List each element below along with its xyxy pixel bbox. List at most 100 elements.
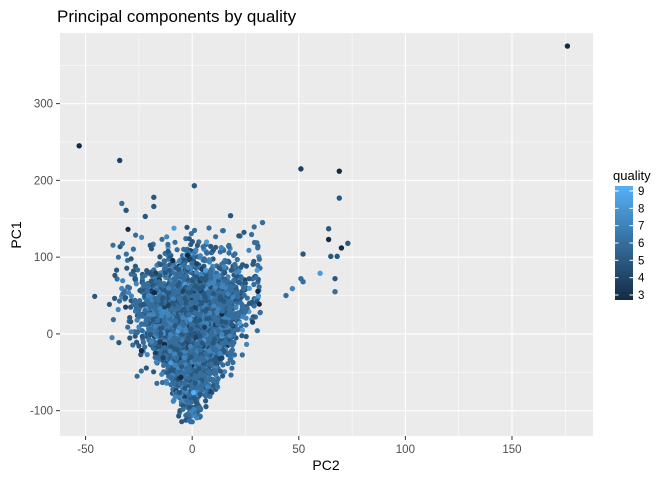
scatter-point [186, 311, 192, 318]
scatter-point [254, 240, 260, 246]
scatter-point [216, 273, 222, 279]
scatter-point [246, 247, 252, 253]
scatter-point [172, 323, 178, 329]
scatter-point [116, 157, 123, 164]
scatter-point [125, 226, 131, 232]
scatter-point [206, 348, 212, 354]
scatter-point [150, 311, 156, 318]
scatter-point [230, 359, 236, 366]
scatter-point [250, 319, 256, 325]
scatter-point [168, 382, 174, 388]
scatter-point [298, 166, 304, 172]
scatter-point [210, 247, 216, 253]
scatter-point [170, 307, 176, 313]
scatter-point [212, 336, 218, 342]
scatter-point [217, 356, 223, 362]
scatter-point [257, 309, 263, 315]
scatter-point [251, 258, 257, 265]
scatter-point [564, 43, 571, 49]
scatter-point [194, 400, 200, 406]
scatter-point [236, 233, 242, 239]
scatter-point [204, 320, 210, 327]
scatter-point [134, 373, 140, 379]
scatter-point [200, 284, 206, 290]
scatter-point [180, 406, 186, 412]
scatter-point [255, 288, 261, 294]
scatter-point [217, 368, 224, 374]
scatter-point [203, 298, 210, 304]
scatter-point [256, 256, 262, 262]
scatter-point [159, 379, 166, 386]
scatter-point [183, 328, 189, 334]
scatter-point [106, 301, 112, 307]
scatter-point [181, 380, 188, 386]
scatter-point [185, 264, 191, 270]
scatter-point [195, 294, 202, 300]
scatter-point [210, 291, 216, 297]
scatter-point [196, 366, 202, 372]
scatter-point [227, 333, 233, 339]
scatter-point [152, 350, 158, 356]
scatter-point [165, 295, 171, 301]
scatter-point [158, 310, 164, 316]
scatter-point [135, 267, 141, 273]
scatter-point [157, 325, 163, 331]
scatter-point [188, 326, 194, 332]
scatter-point [144, 299, 151, 305]
scatter-point [157, 254, 163, 260]
scatter-point [197, 391, 203, 397]
scatter-point [166, 285, 172, 291]
scatter-point [238, 275, 244, 281]
scatter-point [234, 256, 240, 263]
scatter-point [225, 299, 231, 305]
scatter-point [300, 279, 306, 285]
scatter-point [188, 307, 194, 313]
legend-tick-label: 8 [638, 203, 644, 215]
scatter-point [213, 234, 219, 240]
scatter-point [171, 225, 177, 231]
scatter-point [221, 264, 227, 270]
point-cluster [92, 224, 263, 425]
scatter-point [116, 298, 123, 304]
scatter-point [197, 347, 203, 353]
scatter-point [176, 305, 182, 311]
legend-tick-label: 7 [638, 221, 644, 233]
scatter-point [240, 306, 246, 312]
scatter-point [164, 380, 170, 386]
scatter-point [197, 317, 203, 323]
scatter-point [213, 346, 219, 353]
scatter-point [236, 279, 242, 286]
scatter-point [157, 273, 163, 279]
y-tick-label: 0 [47, 329, 53, 341]
scatter-point [180, 315, 186, 321]
scatter-point [76, 143, 82, 149]
scatter-point [115, 254, 121, 260]
scatter-point [219, 308, 225, 314]
scatter-point [172, 318, 178, 324]
scatter-point [208, 267, 214, 273]
scatter-point [198, 271, 204, 277]
scatter-point [201, 291, 207, 297]
scatter-point [169, 375, 175, 381]
scatter-point [283, 292, 289, 299]
scatter-point [163, 309, 169, 316]
scatter-point [194, 385, 200, 391]
legend-tick-label: 5 [638, 255, 644, 267]
scatter-point [174, 247, 180, 253]
scatter-point [241, 229, 247, 235]
scatter-point [182, 296, 188, 302]
scatter-point [145, 293, 151, 299]
scatter-point [233, 304, 239, 311]
scatter-point [147, 332, 153, 338]
scatter-point [242, 280, 248, 286]
scatter-point [249, 299, 255, 305]
scatter-point [175, 290, 181, 296]
scatter-point [158, 330, 164, 336]
scatter-point [185, 375, 191, 381]
scatter-point [193, 269, 199, 275]
major-gridlines [60, 33, 593, 436]
scatter-point [167, 348, 173, 354]
scatter-point [130, 246, 136, 252]
